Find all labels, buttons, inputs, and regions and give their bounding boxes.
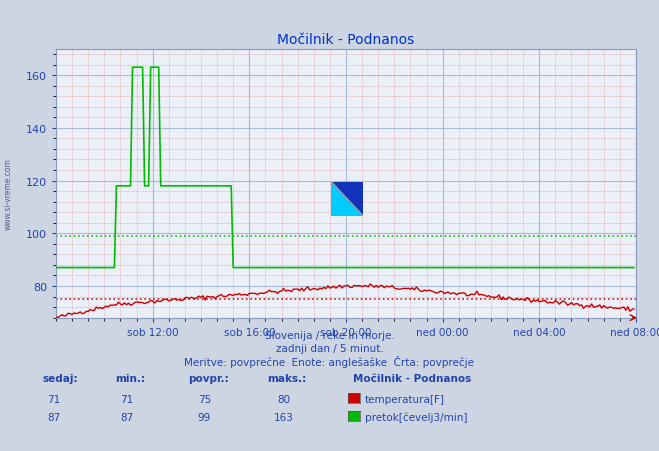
Text: 163: 163 [273, 412, 293, 422]
Text: temperatura[F]: temperatura[F] [365, 394, 445, 404]
Text: www.si-vreme.com: www.si-vreme.com [3, 158, 13, 230]
Text: Močilnik - Podnanos: Močilnik - Podnanos [353, 373, 471, 383]
Text: zadnji dan / 5 minut.: zadnji dan / 5 minut. [275, 343, 384, 353]
Text: sedaj:: sedaj: [43, 373, 78, 383]
Text: povpr.:: povpr.: [188, 373, 229, 383]
Text: 71: 71 [120, 394, 133, 404]
Title: Močilnik - Podnanos: Močilnik - Podnanos [277, 33, 415, 47]
Text: 71: 71 [47, 394, 61, 404]
Text: 75: 75 [198, 394, 211, 404]
Text: Slovenija / reke in morje.: Slovenija / reke in morje. [264, 330, 395, 340]
Text: Meritve: povprečne  Enote: anglešaške  Črta: povprečje: Meritve: povprečne Enote: anglešaške Črt… [185, 355, 474, 368]
Text: 87: 87 [47, 412, 61, 422]
Text: 80: 80 [277, 394, 290, 404]
Text: pretok[čevelj3/min]: pretok[čevelj3/min] [365, 412, 468, 422]
Polygon shape [331, 183, 363, 216]
Text: 87: 87 [120, 412, 133, 422]
Polygon shape [331, 183, 363, 216]
Bar [331, 183, 347, 199]
Text: 99: 99 [198, 412, 211, 422]
Text: maks.:: maks.: [267, 373, 306, 383]
Text: min.:: min.: [115, 373, 146, 383]
